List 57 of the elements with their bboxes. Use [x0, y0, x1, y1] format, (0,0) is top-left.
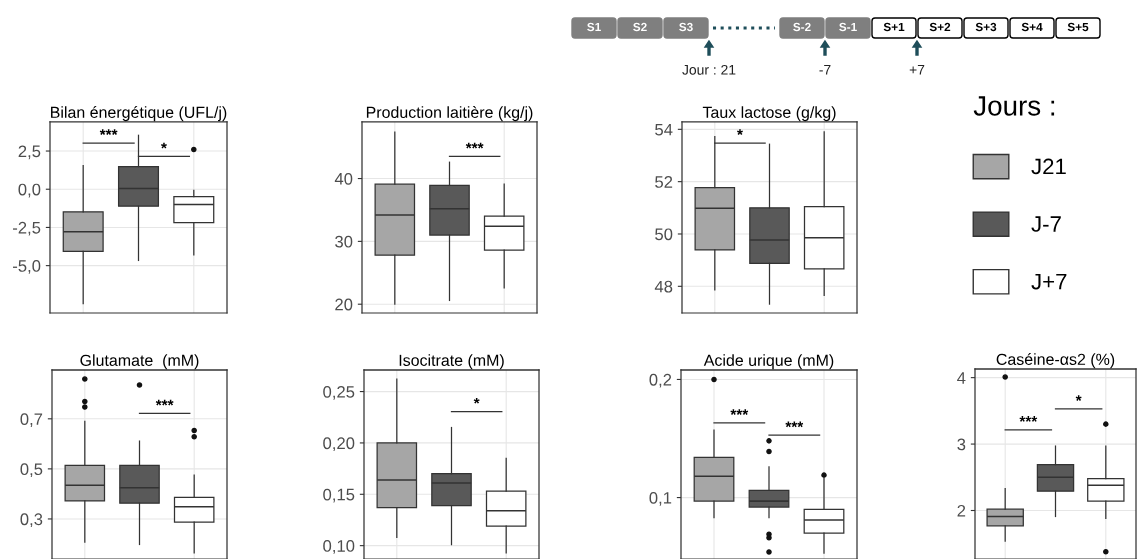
chart-title: Caséine-αs2 (%): [996, 353, 1115, 369]
y-tick-label: 0,10: [323, 540, 355, 554]
chart-title: Production laitière (kg/j): [366, 106, 533, 122]
y-tick-label: 0,15: [323, 488, 355, 503]
y-tick-label: 0,1: [649, 491, 672, 506]
y-tick-label: 2: [957, 504, 966, 517]
annotation: ***: [1019, 416, 1038, 422]
text: -7: [819, 65, 831, 75]
y-tick-label: 0,3: [20, 513, 43, 528]
chart-title: Bilan énergétique (UFL/j): [51, 106, 227, 122]
text: +7: [909, 65, 925, 75]
legend-label: J-7: [1031, 216, 1061, 232]
y-tick-label: 0,20: [323, 437, 355, 452]
annotation: *: [1075, 395, 1082, 401]
category-label: S1: [587, 22, 601, 32]
legend-label: J+7: [1031, 273, 1067, 290]
legend-label: J21: [1031, 158, 1066, 175]
y-tick-label: 48: [654, 280, 673, 293]
chart-title: Taux lactose (g/kg): [702, 106, 836, 122]
y-tick-label: 50: [655, 228, 673, 241]
chart-title: Isocitrate (mM): [399, 354, 504, 370]
chart-title: Glutamate (mM): [80, 354, 199, 370]
text: Jour : 21: [682, 64, 736, 75]
y-tick-label: -5,0: [13, 260, 41, 274]
category-label: S-2: [793, 22, 811, 32]
y-tick-label: 3: [957, 438, 966, 451]
annotation: ***: [99, 129, 118, 136]
annotation: ***: [785, 421, 804, 428]
y-tick-label: -2,5: [13, 221, 41, 236]
y-tick-label: 52: [655, 176, 673, 188]
category-label: S+1: [883, 22, 905, 32]
annotation: ***: [730, 409, 749, 415]
annotation: *: [737, 129, 743, 136]
annotation: ***: [155, 399, 174, 406]
category-label: S-1: [839, 22, 857, 32]
category-label: S+5: [1067, 22, 1089, 32]
y-tick-label: 0,5: [20, 463, 43, 478]
annotation: *: [473, 397, 480, 404]
category-label: S3: [679, 22, 693, 32]
y-tick-label: 4: [957, 372, 966, 384]
y-tick-label: 30: [335, 235, 353, 248]
category-label: S2: [633, 22, 647, 32]
category-label: S+3: [975, 22, 997, 32]
annotation: ***: [465, 142, 484, 149]
y-tick-label: 0,0: [18, 183, 41, 198]
y-tick-label: 0,25: [323, 385, 355, 400]
legend-title: Jours :: [973, 96, 1055, 116]
y-tick-label: 0,2: [649, 373, 672, 388]
category-label: S+4: [1021, 22, 1043, 32]
y-tick-label: 20: [335, 298, 353, 311]
chart-title: Acide urique (mM): [703, 354, 834, 370]
y-tick-label: 40: [334, 172, 353, 185]
category-label: S+2: [929, 22, 951, 32]
y-tick-label: 0,7: [20, 413, 43, 427]
annotation: *: [161, 142, 167, 149]
y-tick-label: 54: [655, 123, 673, 136]
y-tick-label: 2,5: [18, 145, 41, 160]
